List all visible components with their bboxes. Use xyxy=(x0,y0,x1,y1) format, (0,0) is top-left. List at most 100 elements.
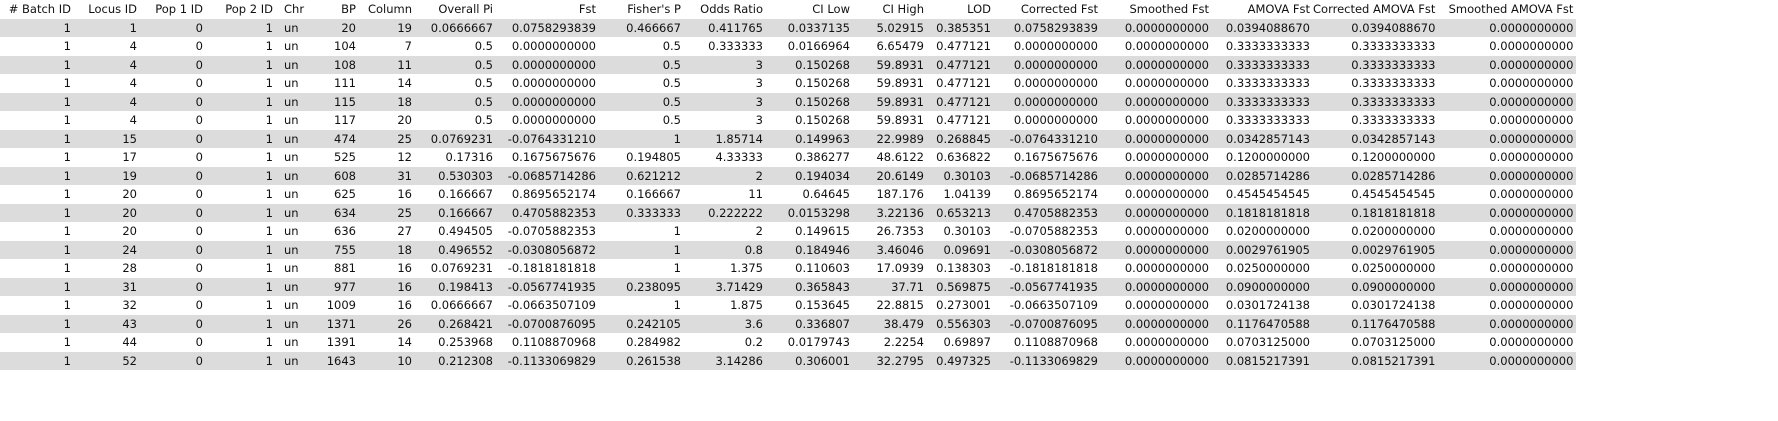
table-cell: 1 xyxy=(265,150,273,164)
table-cell: 0.150268 xyxy=(795,76,850,90)
table-cell: 14 xyxy=(397,76,412,90)
table-cell: 0.1675675676 xyxy=(511,150,596,164)
table-cell: 4.33333 xyxy=(715,150,763,164)
column-header: Smoothed AMOVA Fst xyxy=(1448,2,1574,16)
table-cell: 38.479 xyxy=(883,316,924,331)
table-cell: 0.0815217391 xyxy=(1225,353,1310,368)
table-cell: 1 xyxy=(673,298,681,312)
table-row: 1 20 0 1 un 634 25 0.166667 0.4705882353 0.333333… xyxy=(0,203,1577,222)
table-cell: 0.0000000000 xyxy=(1489,224,1574,238)
table-cell: 0.0000000000 xyxy=(1013,57,1098,72)
table-cell: 636 xyxy=(334,224,356,238)
table-cell: 0.0000000000 xyxy=(1489,39,1574,53)
table-cell: 59.8931 xyxy=(876,94,924,109)
table-cell: 0 xyxy=(195,298,203,312)
table-cell: 0.4705882353 xyxy=(511,205,596,220)
table-cell: 1.375 xyxy=(730,261,763,275)
table-cell: 0.0000000000 xyxy=(511,57,596,72)
table-cell: 0.336807 xyxy=(795,316,850,331)
table-cell: 1 xyxy=(265,279,273,294)
table-cell: 31 xyxy=(397,168,412,183)
table-cell: 0 xyxy=(195,57,203,72)
table-cell: 474 xyxy=(334,131,356,146)
table-cell: 0.530303 xyxy=(438,168,493,183)
table-cell: 1 xyxy=(129,20,137,35)
table-cell: -0.0308056872 xyxy=(507,242,596,257)
column-header: Locus ID xyxy=(88,2,137,16)
table-cell: 1 xyxy=(63,131,71,146)
table-cell: 1 xyxy=(265,168,273,183)
table-cell: 0.30103 xyxy=(943,168,991,183)
table-cell: 0.0285714286 xyxy=(1225,168,1310,183)
column-header: Pop 2 ID xyxy=(225,2,273,16)
table-cell: 1 xyxy=(63,298,71,312)
table-cell: 59.8931 xyxy=(876,113,924,127)
table-cell: 0.0000000000 xyxy=(1489,279,1574,294)
table-cell: 5.02915 xyxy=(876,20,924,35)
table-cell: 11 xyxy=(748,187,763,201)
table-cell: 48.6122 xyxy=(876,150,924,164)
table-cell: -0.0705882353 xyxy=(507,224,596,238)
table-cell: 0.0394088670 xyxy=(1351,20,1436,35)
table-cell: 0.1675675676 xyxy=(1013,150,1098,164)
table-cell: 0.261538 xyxy=(626,353,681,368)
table-cell: un xyxy=(284,20,299,35)
column-header: Chr xyxy=(284,2,305,16)
table-cell: 0.0000000000 xyxy=(1489,187,1574,201)
table-cell: 16 xyxy=(397,187,412,201)
table-cell: 1 xyxy=(63,242,71,257)
table-cell: 0 xyxy=(195,113,203,127)
column-header: Fisher's P xyxy=(627,2,681,16)
table-cell: 0.0200000000 xyxy=(1351,224,1436,238)
table-row: 1 20 0 1 un 636 27 0.494505 -0.0705882353 1 2 0.149… xyxy=(0,222,1577,241)
table-cell: 0.0000000000 xyxy=(1489,261,1574,275)
table-row: 1 19 0 1 un 608 31 0.530303 -0.0685714286 0.62121… xyxy=(0,166,1577,185)
table-cell: 0.3333333333 xyxy=(1351,113,1436,127)
table-cell: 104 xyxy=(334,39,356,53)
table-cell: 881 xyxy=(334,261,356,275)
table-cell: -0.0567741935 xyxy=(507,279,596,294)
table-cell: 0.497325 xyxy=(936,353,991,368)
table-row: 1 20 0 1 un 625 16 0.166667 0.8695652174 0.166667… xyxy=(0,185,1577,204)
table-cell: 0 xyxy=(195,20,203,35)
table-cell: 0.0000000000 xyxy=(1489,168,1574,183)
table-cell: 52 xyxy=(122,353,137,368)
table-row: 1 31 0 1 un 977 16 0.198413 -0.0567741935 0.23809… xyxy=(0,277,1577,296)
table-cell: 1009 xyxy=(326,298,356,312)
table-cell: 0.0815217391 xyxy=(1351,353,1436,368)
table-cell: 20 xyxy=(341,20,356,35)
table-cell: 0.5 xyxy=(662,113,681,127)
table-cell: 0.0758293839 xyxy=(511,20,596,35)
table-cell: 0.5 xyxy=(662,76,681,90)
table-cell: 1 xyxy=(265,39,273,53)
table-cell: 20 xyxy=(122,187,137,201)
table-cell: 0.0000000000 xyxy=(1489,316,1574,331)
table-cell: 0 xyxy=(195,94,203,109)
table-cell: 0.8 xyxy=(744,242,763,257)
table-cell: 0 xyxy=(195,353,203,368)
table-cell: 1 xyxy=(265,242,273,257)
table-cell: 7 xyxy=(404,39,412,53)
table-cell: 0.0000000000 xyxy=(1124,39,1209,53)
table-cell: 3.14286 xyxy=(715,353,763,368)
table-cell: 0.306001 xyxy=(795,353,850,368)
table-cell: 59.8931 xyxy=(876,76,924,90)
table-cell: 0.0000000000 xyxy=(1124,57,1209,72)
table-cell: 0.5 xyxy=(474,76,493,90)
table-row: 1 52 0 1 un 1643 10 0.212308 -0.1133069829 0.2615… xyxy=(0,351,1577,370)
table-cell: 0.0000000000 xyxy=(1124,150,1209,164)
table-cell: 0.3333333333 xyxy=(1225,113,1310,127)
table-cell: 0.477121 xyxy=(936,76,991,90)
table-cell: 3 xyxy=(755,57,763,72)
table-cell: un xyxy=(284,39,299,53)
table-cell: 0.153645 xyxy=(795,298,850,312)
header-row: # Batch ID Locus ID Pop 1 ID Pop 2 ID Chr BP C… xyxy=(0,0,1577,19)
table-cell: 1 xyxy=(265,94,273,109)
table-cell: 0.477121 xyxy=(936,94,991,109)
table-cell: 1 xyxy=(265,335,273,349)
table-cell: 977 xyxy=(334,279,356,294)
table-cell: 0.110603 xyxy=(795,261,850,275)
table-cell: 1 xyxy=(265,20,273,35)
table-cell: -0.0700876095 xyxy=(507,316,596,331)
table-cell: 0.496552 xyxy=(438,242,493,257)
